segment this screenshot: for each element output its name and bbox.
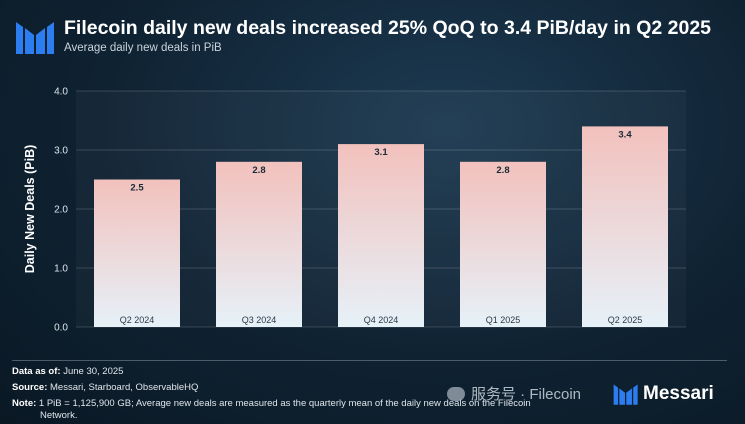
x-tick-label: Q2 2024 <box>120 315 155 325</box>
y-tick-label: 2.0 <box>54 205 68 216</box>
y-tick-label: 3.0 <box>54 146 68 157</box>
y-tick-label: 1.0 <box>54 264 68 275</box>
bar-value-label: 2.5 <box>130 183 144 194</box>
bar-q2-2024 <box>94 179 180 327</box>
footnote: Note: 1 PiB = 1,125,900 GB; Average new … <box>12 398 531 421</box>
bar-value-label: 3.1 <box>374 147 388 158</box>
messari-brand: Messari <box>612 382 714 406</box>
wechat-icon <box>447 387 465 401</box>
chart-title: Filecoin daily new deals increased 25% Q… <box>64 17 712 39</box>
bar-q3-2024 <box>216 161 302 327</box>
bar-value-label: 2.8 <box>496 165 509 176</box>
x-tick-label: Q1 2025 <box>486 315 521 325</box>
messari-brand-icon <box>613 384 638 405</box>
bar-q2-2025 <box>582 126 668 328</box>
bar-value-label: 2.8 <box>252 165 265 176</box>
bar-q1-2025 <box>460 161 546 327</box>
data-as-of: Data as of: June 30, 2025 <box>12 366 124 377</box>
x-tick-label: Q2 2025 <box>608 315 643 325</box>
chart-subtitle: Average daily new deals in PiB <box>64 42 222 54</box>
y-tick-label: 0.0 <box>54 323 68 334</box>
y-axis-label: Daily New Deals (PiB) <box>23 145 37 274</box>
footer-divider <box>12 360 727 361</box>
y-tick-label: 4.0 <box>54 87 68 98</box>
x-tick-label: Q3 2024 <box>242 315 277 325</box>
wechat-watermark: 服务号 · Filecoin <box>447 383 581 404</box>
bar-value-label: 3.4 <box>618 129 632 140</box>
source-note: Source: Messari, Starboard, ObservableHQ <box>12 382 199 393</box>
messari-logo-icon <box>16 22 54 54</box>
x-tick-label: Q4 2024 <box>364 315 399 325</box>
bar-q4-2024 <box>338 144 424 327</box>
